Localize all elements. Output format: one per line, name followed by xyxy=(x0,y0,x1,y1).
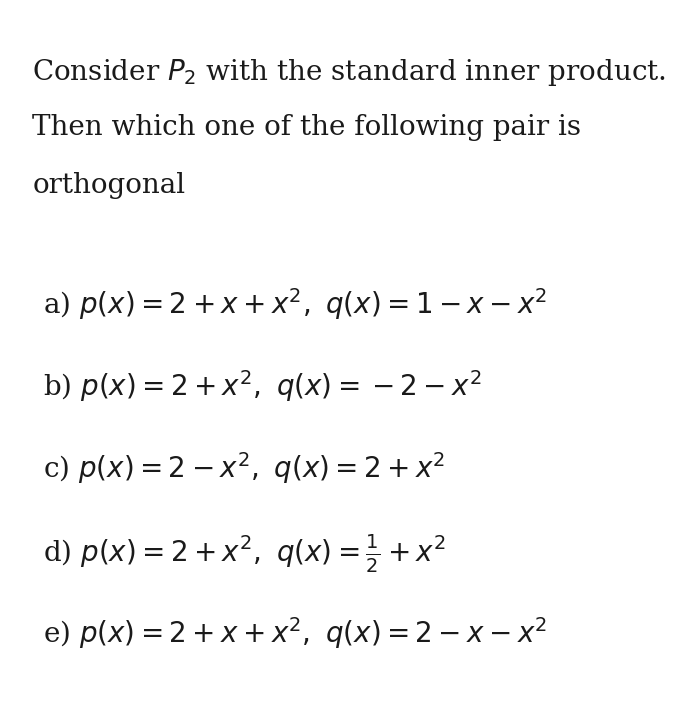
Text: e) $p(x) = 2 + x + x^2,\ q(x) = 2 - x - x^2$: e) $p(x) = 2 + x + x^2,\ q(x) = 2 - x - … xyxy=(43,615,547,651)
Text: Then which one of the following pair is: Then which one of the following pair is xyxy=(33,114,581,142)
Text: a) $p(x) = 2 + x + x^2,\ q(x) = 1 - x - x^2$: a) $p(x) = 2 + x + x^2,\ q(x) = 1 - x - … xyxy=(43,286,547,322)
Text: b) $p(x) = 2 + x^2,\ q(x) = -2 - x^2$: b) $p(x) = 2 + x^2,\ q(x) = -2 - x^2$ xyxy=(43,368,482,404)
Text: orthogonal: orthogonal xyxy=(33,172,185,199)
Text: Consider $P_2$ with the standard inner product.: Consider $P_2$ with the standard inner p… xyxy=(33,57,666,88)
Text: d) $p(x) = 2 + x^2,\ q(x) = \frac{1}{2} + x^2$: d) $p(x) = 2 + x^2,\ q(x) = \frac{1}{2} … xyxy=(43,533,446,575)
Text: c) $p(x) = 2 - x^2,\ q(x) = 2 + x^2$: c) $p(x) = 2 - x^2,\ q(x) = 2 + x^2$ xyxy=(43,450,445,486)
